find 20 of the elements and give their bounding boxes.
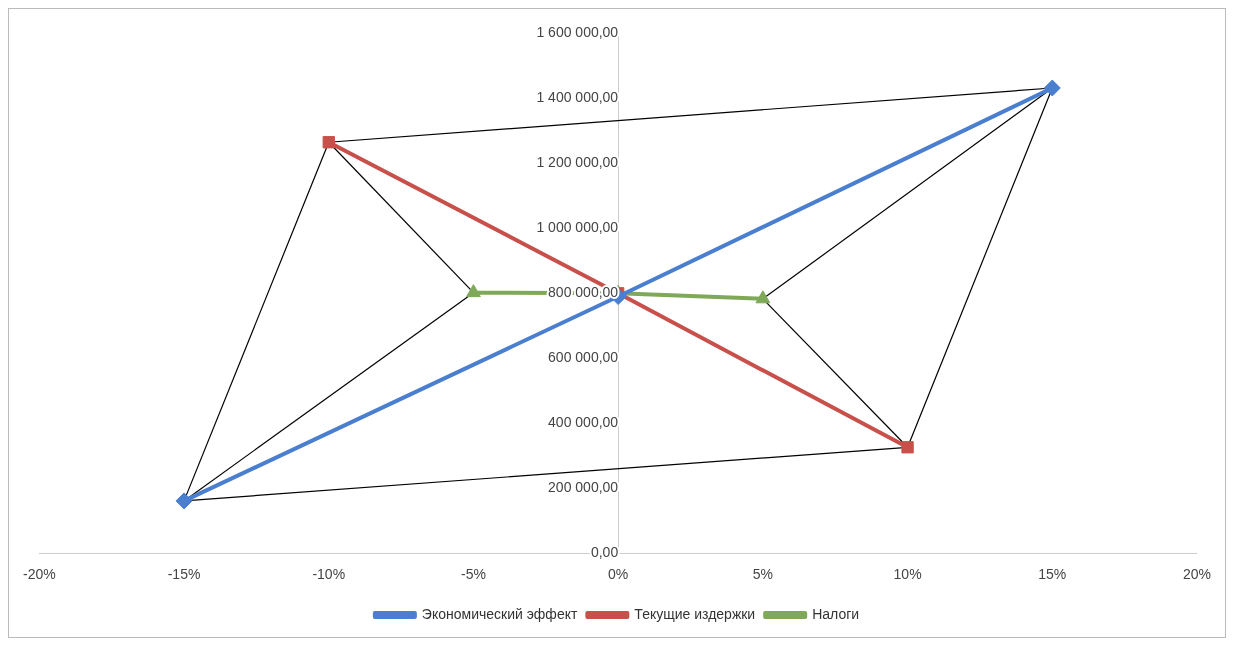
x-tick-label: 10% bbox=[893, 566, 922, 583]
y-tick-label: 1 200 000,00 bbox=[536, 154, 619, 171]
legend-label: Текущие издержки bbox=[634, 605, 756, 622]
y-tick-label: 1 600 000,00 bbox=[536, 24, 619, 41]
y-tick-label: 200 000,00 bbox=[548, 479, 619, 496]
x-tick-label: 20% bbox=[1182, 566, 1212, 583]
y-tick-label: 1 400 000,00 bbox=[536, 89, 619, 106]
y-tick-label: 400 000,00 bbox=[548, 414, 619, 431]
legend-label: Налоги bbox=[812, 605, 860, 622]
y-tick-label: 600 000,00 bbox=[548, 349, 619, 366]
x-tick-label: -5% bbox=[461, 566, 486, 583]
x-tick-label: -15% bbox=[167, 566, 201, 583]
x-tick-label: 5% bbox=[752, 566, 773, 583]
y-tick-label: 0,00 bbox=[590, 544, 619, 561]
x-tick-label: 0% bbox=[608, 566, 629, 583]
legend-label: Экономический эффект bbox=[421, 605, 578, 622]
x-tick-label: 15% bbox=[1038, 566, 1067, 583]
x-tick-label: -20% bbox=[23, 566, 56, 583]
x-tick-label: -10% bbox=[312, 566, 346, 583]
y-tick-label: 1 000 000,00 bbox=[536, 219, 619, 236]
